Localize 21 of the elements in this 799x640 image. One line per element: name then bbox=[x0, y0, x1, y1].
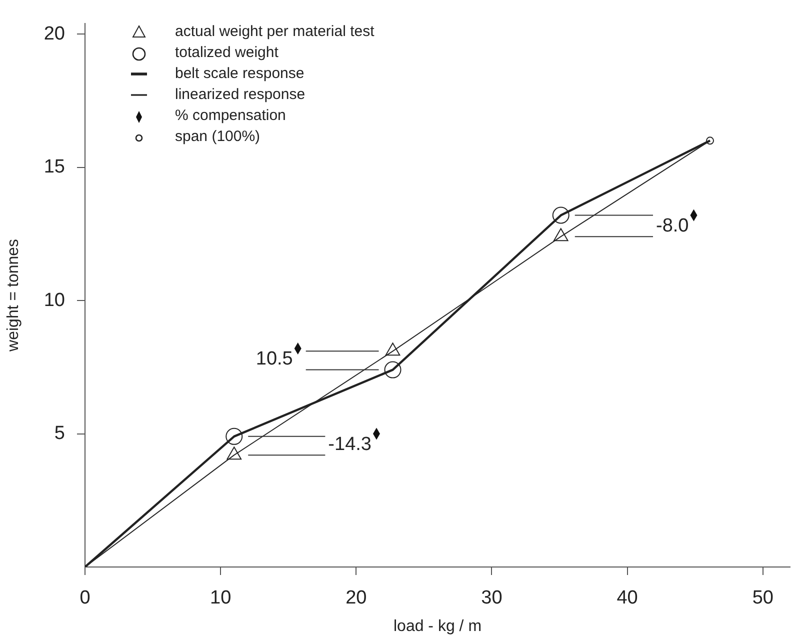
x-tick-label: 10 bbox=[210, 588, 232, 609]
legend-label: totalized weight bbox=[175, 44, 278, 62]
y-tick-label: 5 bbox=[54, 423, 65, 444]
legend-label: actual weight per material test bbox=[175, 23, 374, 40]
x-tick-label: 0 bbox=[80, 588, 90, 609]
legend-label: % compensation bbox=[175, 107, 286, 124]
y-tick-label: 20 bbox=[44, 23, 65, 44]
x-tick-label: 30 bbox=[481, 588, 502, 609]
legend-label: span (100%) bbox=[175, 128, 260, 146]
x-tick-label: 20 bbox=[346, 588, 367, 609]
x-axis-title: load - kg / m bbox=[393, 618, 482, 635]
legend-label: linearized response bbox=[175, 86, 306, 104]
legend-label: belt scale response bbox=[175, 65, 304, 82]
y-axis-title: weight = tonnes bbox=[5, 238, 22, 352]
annotation: 10.5 bbox=[256, 348, 293, 370]
y-tick-label: 15 bbox=[44, 156, 65, 178]
x-tick-label: 50 bbox=[752, 588, 774, 609]
annotation: -14.3 bbox=[328, 434, 372, 455]
y-tick-label: 10 bbox=[44, 290, 65, 311]
x-tick-label: 40 bbox=[616, 588, 638, 609]
annotation: -8.0 bbox=[656, 215, 689, 236]
